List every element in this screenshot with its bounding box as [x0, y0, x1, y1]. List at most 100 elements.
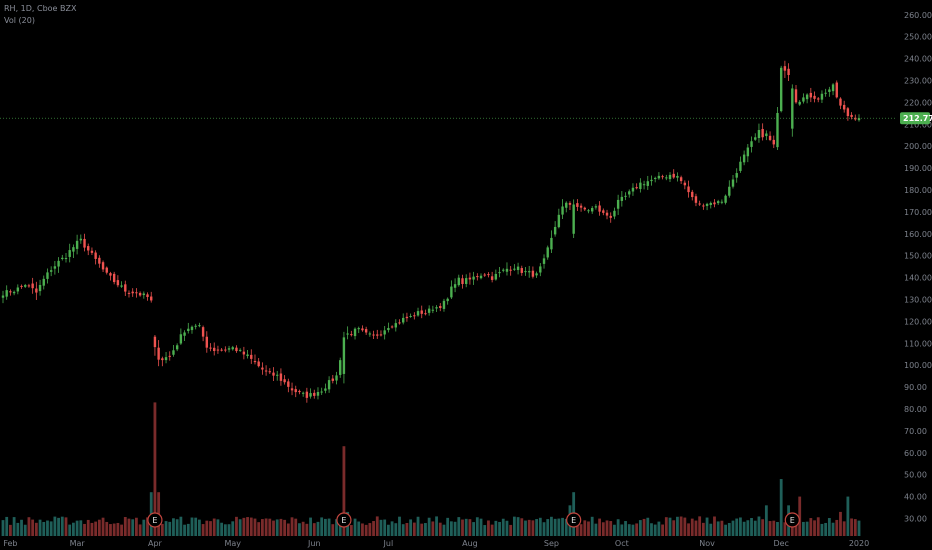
volume-bar	[97, 519, 101, 536]
volume-bar	[53, 516, 57, 536]
candle-body	[657, 175, 661, 179]
x-tick-label: Aug	[462, 539, 478, 548]
candle-body	[572, 204, 575, 234]
volume-bar	[813, 520, 816, 536]
candle-body	[339, 360, 342, 375]
volume-bar	[253, 518, 257, 536]
candle-body	[442, 300, 446, 309]
candle-body	[602, 210, 605, 213]
volume-bar	[727, 523, 731, 536]
volume-indicator-label[interactable]: Vol (20)	[4, 16, 35, 25]
candle-body	[150, 296, 153, 301]
volume-bar	[231, 521, 235, 536]
volume-bar	[820, 523, 824, 536]
candle-body	[290, 388, 294, 391]
candle-body	[505, 268, 509, 272]
candle-body	[127, 292, 131, 294]
candle-body	[783, 66, 787, 71]
volume-bar	[327, 518, 331, 536]
candle-body	[605, 212, 609, 216]
volume-bar	[179, 516, 183, 536]
candle-body	[320, 391, 323, 393]
candle-body	[427, 308, 431, 313]
volume-bar	[657, 521, 661, 536]
volume-bar	[527, 519, 531, 536]
volume-bar	[375, 516, 379, 536]
volume-bar	[216, 519, 220, 536]
volume-bar	[72, 522, 75, 536]
volume-bar	[142, 519, 146, 536]
candle-body	[253, 361, 257, 363]
candle-body	[376, 334, 379, 336]
volume-bar	[687, 523, 690, 536]
volume-bar	[424, 523, 427, 536]
volume-bar	[183, 524, 186, 536]
candle-body	[368, 333, 372, 335]
volume-bar	[809, 518, 813, 536]
candle-body	[483, 274, 486, 276]
volume-bar	[579, 524, 583, 536]
volume-bar	[594, 523, 598, 536]
y-tick-label: 110.00	[904, 339, 932, 348]
candle-body	[628, 191, 631, 195]
y-tick-label: 120.00	[904, 317, 932, 326]
candle-body	[227, 348, 231, 350]
volume-bar	[275, 519, 279, 536]
earnings-marker-label: E	[790, 516, 795, 525]
time-axis[interactable]: Feb Mar Apr May Jun Jul Aug Sep Oct Nov Dec 2020	[3, 539, 869, 548]
candle-body	[702, 205, 705, 207]
candle-body	[487, 274, 490, 276]
candle-body	[791, 88, 794, 129]
volume-bar	[146, 517, 149, 536]
volume-bar	[835, 519, 839, 536]
volume-bar	[605, 520, 609, 536]
y-tick-label: 60.00	[904, 449, 927, 458]
candle-body	[316, 392, 320, 396]
volume-bar	[68, 524, 72, 536]
volume-bar	[509, 524, 513, 536]
candle-body	[557, 214, 561, 228]
volume-bar	[631, 524, 635, 536]
volume-bar	[398, 516, 401, 536]
candle-body	[157, 347, 160, 360]
candle-body	[402, 317, 405, 323]
volume-bar	[668, 517, 672, 536]
candle-body	[527, 271, 531, 273]
candle-body	[728, 186, 731, 196]
volume-bar	[701, 522, 705, 536]
y-tick-label: 150.00	[904, 252, 932, 261]
volume-bar	[716, 521, 720, 536]
candle-body	[342, 337, 346, 374]
y-tick-label: 90.00	[904, 383, 927, 392]
candle-body	[27, 285, 31, 287]
candle-body	[179, 334, 183, 344]
volume-bar	[272, 520, 275, 536]
volume-bar	[735, 518, 739, 536]
candle-body	[135, 292, 138, 294]
candle-body	[772, 139, 775, 145]
volume-bar	[761, 519, 765, 536]
volume-bar	[557, 518, 561, 536]
volume-bar	[405, 522, 409, 536]
candle-body	[431, 309, 435, 311]
volume-bar	[601, 522, 605, 536]
volume-bar	[409, 519, 413, 536]
candle-body	[568, 203, 572, 205]
volume-bar	[368, 523, 372, 536]
volume-bar	[802, 521, 805, 536]
volume-bar	[694, 520, 698, 536]
candle-body	[446, 298, 449, 302]
volume-bar	[394, 523, 398, 536]
candle-body	[75, 240, 79, 249]
candle-body	[561, 206, 564, 215]
y-tick-label: 140.00	[904, 274, 932, 283]
volume-bar	[83, 523, 86, 536]
candle-body	[87, 246, 90, 251]
candle-body	[309, 393, 312, 397]
candle-body	[642, 184, 646, 186]
price-axis[interactable]: 30.00 40.00 50.00 60.00 70.00 80.00 90.00 100.0…	[904, 11, 932, 524]
volume-bar	[372, 521, 375, 536]
volume-bar	[257, 522, 261, 536]
